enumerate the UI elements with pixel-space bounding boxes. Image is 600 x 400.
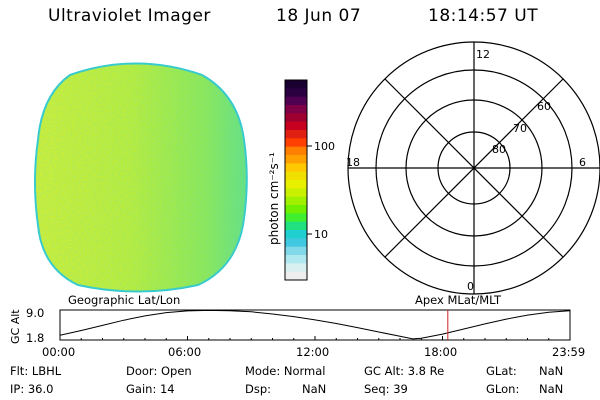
colorbar-segment [285, 221, 307, 231]
colorbar-label: photon cm⁻²s⁻¹ [267, 152, 281, 245]
image-disk [34, 62, 248, 293]
colorbar-segment [285, 255, 307, 264]
colorbar-segment [285, 146, 307, 156]
colorbar-segment [285, 121, 307, 131]
colorbar-segment [285, 246, 307, 256]
info-dsp-label: Dsp: [245, 382, 272, 396]
info-glat-label: GLat: [486, 364, 517, 378]
colorbar-segment [285, 130, 307, 139]
colorbar-segment [285, 155, 307, 164]
timeline-xtick-1200: 12:00 [296, 345, 329, 359]
header-time: 18:14:57 UT [428, 6, 539, 26]
timeline-ytick-9: 9.0 [26, 306, 44, 320]
info-glon-label: GLon: [486, 382, 520, 396]
colorbar-segment [285, 80, 307, 89]
polar-ring-80: 80 [492, 143, 506, 156]
timeline-right-title: Apex MLat/MLT [415, 293, 502, 307]
colorbar-segment [285, 88, 307, 98]
colorbar-segment [285, 163, 307, 173]
imager-title: Ultraviolet Imager [48, 6, 211, 26]
colorbar-segment [285, 196, 307, 206]
colorbar-segment [285, 205, 307, 214]
info-seq: Seq: 39 [364, 382, 408, 396]
info-gain: Gain: 14 [126, 382, 175, 396]
colorbar-segment [285, 113, 307, 123]
polar-label-18: 18 [346, 156, 360, 169]
colorbar-segment [285, 96, 307, 106]
orbit-altitude-curve [59, 309, 570, 340]
timeline-xtick-2359: 23:59 [552, 345, 585, 359]
info-flt: Flt: LBHL [10, 364, 62, 378]
polar-ring-60: 60 [537, 100, 551, 113]
timeline-xtick-0600: 06:00 [168, 345, 201, 359]
polar-ring-70: 70 [513, 122, 527, 135]
colorbar-segment [285, 230, 307, 239]
colorbar-segment [285, 105, 307, 114]
polar-label-12: 12 [476, 48, 490, 61]
info-glat-value: NaN [539, 364, 564, 378]
timeline-frame [59, 309, 571, 341]
colorbar-segment [285, 238, 307, 248]
colorbar-tick-100: 100 [314, 140, 335, 153]
colorbar-segment [285, 188, 307, 198]
colorbar-tick-10: 10 [314, 228, 328, 241]
colorbar-segment [285, 180, 307, 189]
timeline-ytick-1-8: 1.8 [26, 331, 44, 345]
info-door: Door: Open [126, 364, 192, 378]
colorbar-segment [285, 138, 307, 148]
timeline-ylabel: GC Alt [9, 309, 22, 344]
polar-label-0: 0 [467, 280, 474, 293]
header-date: 18 Jun 07 [276, 6, 362, 26]
colorbar-segment [285, 213, 307, 223]
polar-label-6: 6 [579, 156, 586, 169]
info-gc-alt: GC Alt: 3.8 Re [364, 364, 445, 378]
info-glon-value: NaN [539, 382, 564, 396]
colorbar-segment [285, 263, 307, 273]
info-mode: Mode: Normal [245, 364, 326, 378]
colorbar-segment [285, 171, 307, 181]
timeline-left-title: Geographic Lat/Lon [68, 293, 180, 307]
colorbar-segment [285, 271, 307, 281]
timeline-xtick-1800: 18:00 [424, 345, 457, 359]
info-dsp-value: NaN [302, 382, 327, 396]
timeline-xtick-0000: 00:00 [42, 345, 75, 359]
info-ip: IP: 36.0 [10, 382, 54, 396]
